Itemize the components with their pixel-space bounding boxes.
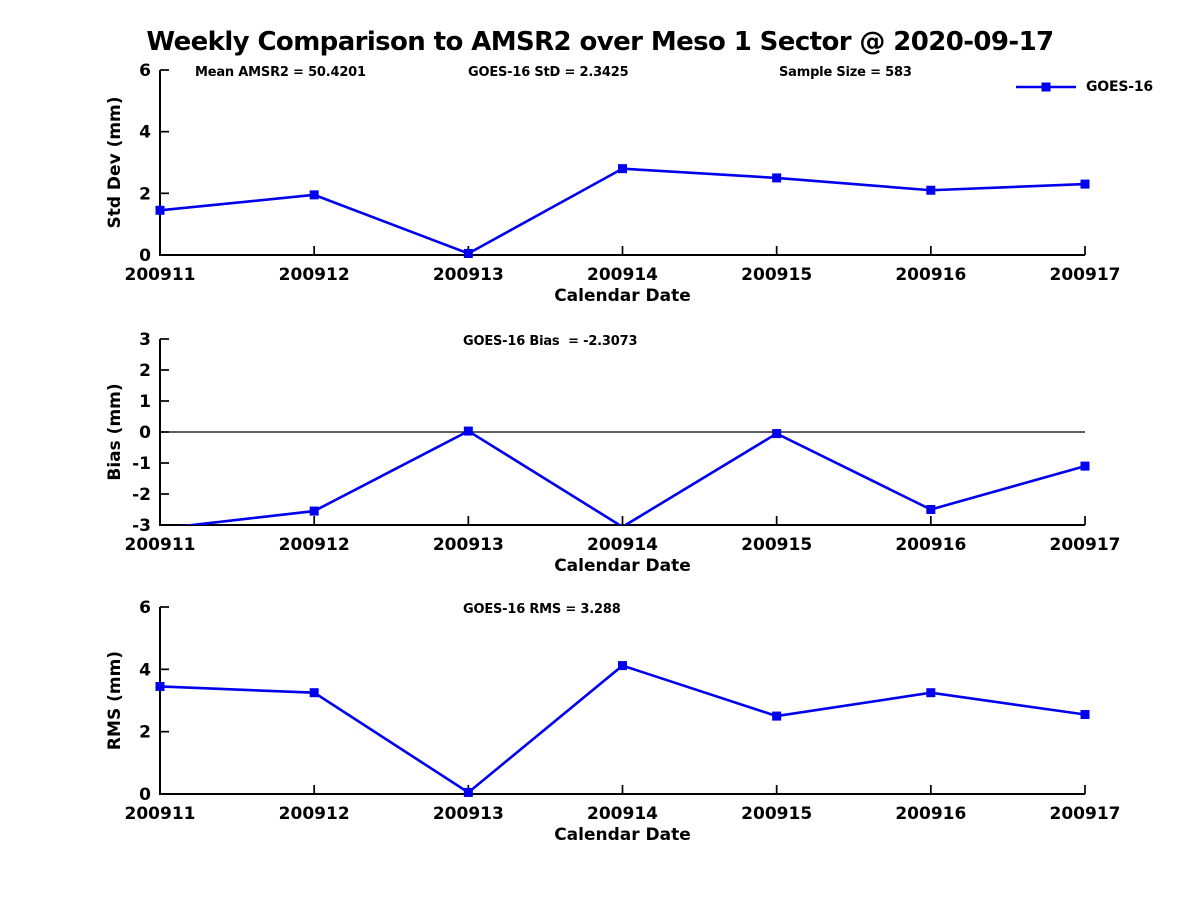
series-line xyxy=(181,429,1085,525)
y-tick-label: 1 xyxy=(139,392,151,412)
series-marker xyxy=(772,429,782,439)
y-tick-label: -3 xyxy=(132,516,151,536)
y-tick-label: 2 xyxy=(139,361,151,381)
x-axis-label: Calendar Date xyxy=(554,556,691,576)
series-marker xyxy=(1080,710,1090,720)
series-marker xyxy=(155,205,165,215)
y-tick-label: 4 xyxy=(139,123,151,143)
annotation-text: GOES-16 Bias = -2.3073 xyxy=(463,334,637,349)
series-marker xyxy=(309,506,319,516)
plot-std-dev: 0 2 4 6 200911 200912 200913 200914 200915 200916… xyxy=(105,61,1120,306)
x-tick-label: 200915 xyxy=(741,265,812,285)
y-tick-label: 2 xyxy=(139,723,151,743)
y-axis-label: Std Dev (mm) xyxy=(105,96,125,228)
series-marker xyxy=(926,505,936,514)
x-tick-label: 200915 xyxy=(741,535,812,555)
x-tick-label: 200916 xyxy=(895,535,966,555)
x-tick-label: 200912 xyxy=(279,535,350,555)
annotation-text: GOES-16 RMS = 3.288 xyxy=(463,602,621,617)
series-marker xyxy=(772,711,782,721)
series-marker xyxy=(463,248,473,258)
plot-rms: 0 2 4 6 200911 200912 200913 200914 200915 200916… xyxy=(105,598,1120,845)
y-tick-label: 0 xyxy=(139,423,151,443)
y-tick-label: -1 xyxy=(132,454,151,474)
y-tick-label: 4 xyxy=(139,660,151,680)
annotation-text: Mean AMSR2 = 50.4201 xyxy=(195,65,366,80)
x-tick-label: 200916 xyxy=(895,804,966,824)
x-tick-label: 200911 xyxy=(125,535,196,555)
x-tick-label: 200912 xyxy=(279,804,350,824)
legend-line-sample xyxy=(1016,82,1076,92)
y-tick-label: 6 xyxy=(139,598,151,618)
x-axis-label: Calendar Date xyxy=(554,286,691,306)
x-tick-label: 200917 xyxy=(1050,535,1121,555)
x-tick-label: 200911 xyxy=(125,804,196,824)
legend: GOES-16 xyxy=(1014,79,1153,95)
series-marker xyxy=(155,681,165,691)
y-tick-label: 0 xyxy=(139,785,151,805)
y-axis-label: Bias (mm) xyxy=(105,383,125,480)
x-tick-label: 200913 xyxy=(433,535,504,555)
x-tick-label: 200914 xyxy=(587,265,658,285)
series-line xyxy=(160,167,1085,255)
legend-square-marker-icon xyxy=(1041,82,1051,92)
x-tick-label: 200913 xyxy=(433,804,504,824)
x-tick-label: 200912 xyxy=(279,265,350,285)
series-marker xyxy=(309,190,319,200)
legend-label: GOES-16 xyxy=(1086,79,1153,95)
series-marker xyxy=(926,185,936,195)
x-tick-label: 200913 xyxy=(433,265,504,285)
y-tick-label: 6 xyxy=(139,61,151,81)
x-tick-label: 200914 xyxy=(587,804,658,824)
y-axis-label: RMS (mm) xyxy=(105,651,125,750)
plot-bias: -3 -2 -1 0 1 2 3 200911 200912 200913 200914 200915… xyxy=(105,330,1120,576)
series-marker xyxy=(463,426,473,436)
series-marker xyxy=(463,787,473,797)
series-marker xyxy=(926,688,936,698)
series-marker xyxy=(1080,461,1090,471)
y-tick-label: 2 xyxy=(139,184,151,204)
x-axis-label: Calendar Date xyxy=(554,825,691,845)
annotation-text: GOES-16 StD = 2.3425 xyxy=(468,65,629,80)
series-marker xyxy=(618,661,627,671)
series-line xyxy=(160,664,1085,794)
x-tick-label: 200917 xyxy=(1050,265,1121,285)
x-tick-label: 200911 xyxy=(125,265,196,285)
series-marker xyxy=(309,688,319,698)
x-tick-label: 200917 xyxy=(1050,804,1121,824)
annotation-text: Sample Size = 583 xyxy=(779,65,912,80)
x-tick-label: 200914 xyxy=(587,535,658,555)
x-tick-label: 200915 xyxy=(741,804,812,824)
series-marker xyxy=(1080,179,1090,189)
figure-title: Weekly Comparison to AMSR2 over Meso 1 S… xyxy=(146,27,1054,57)
y-tick-label: 0 xyxy=(139,246,151,266)
series-marker xyxy=(618,164,627,174)
y-tick-label: 3 xyxy=(139,330,151,350)
series-marker xyxy=(772,173,782,183)
y-tick-label: -2 xyxy=(132,485,151,505)
x-tick-label: 200916 xyxy=(895,265,966,285)
